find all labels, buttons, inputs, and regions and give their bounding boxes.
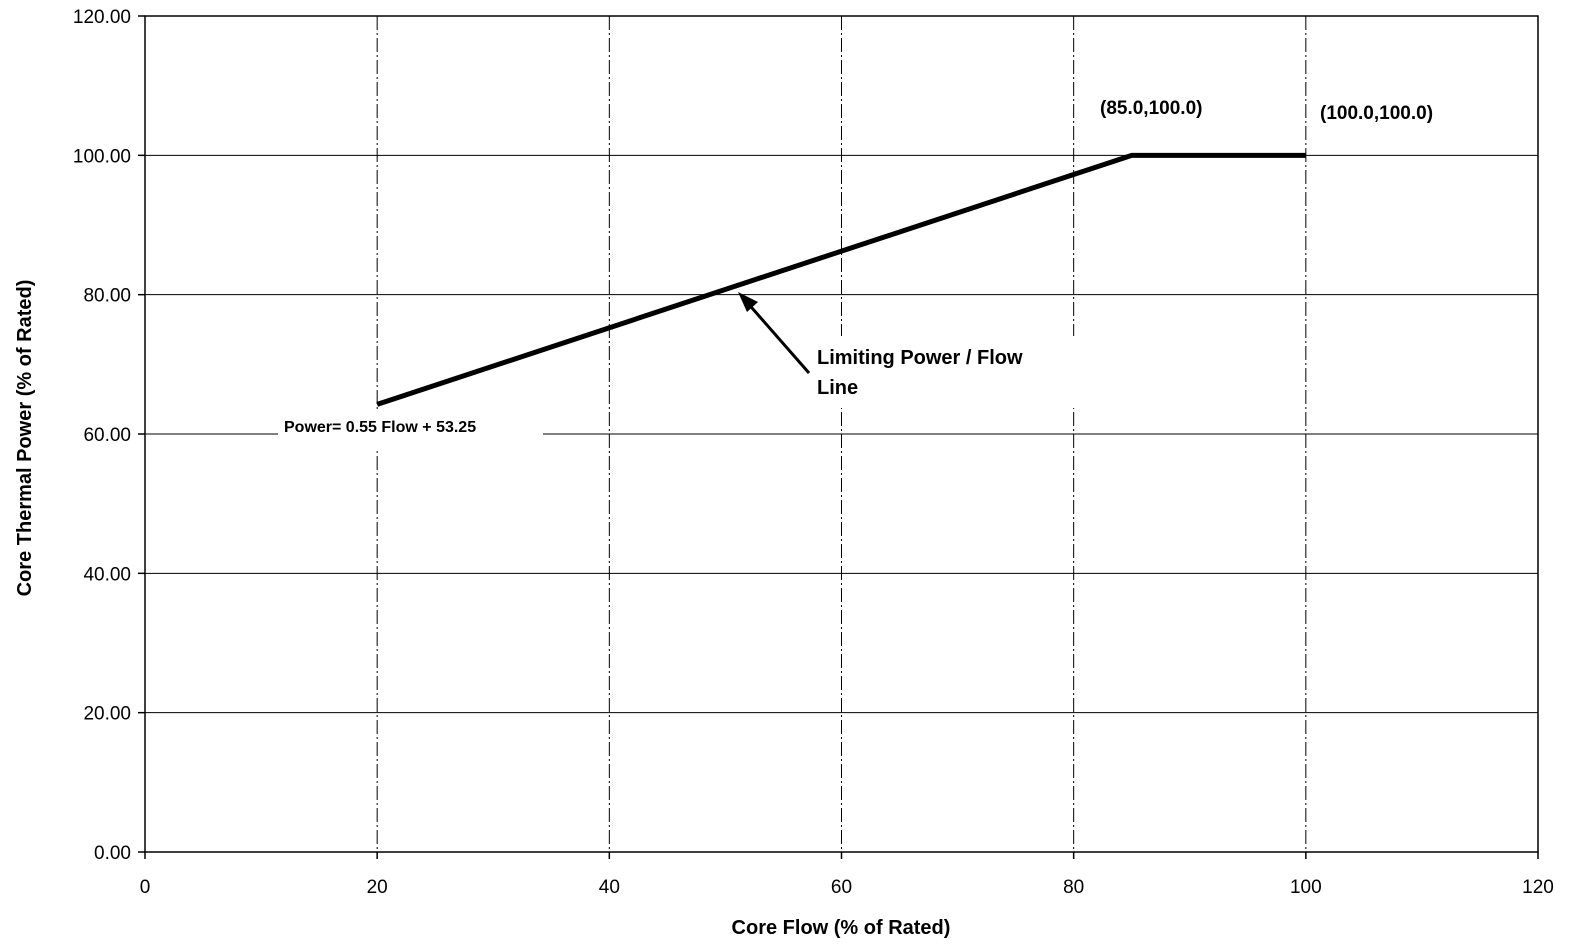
x-tick-label-0: 0 (140, 877, 151, 898)
x-tick-label-2: 40 (599, 877, 620, 898)
x-tick-label-6: 120 (1522, 877, 1554, 898)
x-tick-label-3: 60 (831, 877, 852, 898)
series-layer (376, 152, 1306, 407)
line-label-line-1: Limiting Power / Flow (817, 347, 1023, 369)
annotation-arrow-head (738, 292, 758, 312)
y-tick-label-5: 100.00 (73, 146, 131, 167)
y-tick-label-6: 120.00 (73, 7, 131, 28)
y-tick-label-3: 60.00 (83, 425, 131, 446)
equation-label-bg (278, 412, 543, 448)
line-label-line-2: Line (817, 377, 858, 399)
line-label-bg (806, 336, 1088, 408)
x-tick-label-5: 100 (1290, 877, 1322, 898)
point-label-85: (85.0,100.0) (1100, 98, 1202, 119)
x-axis-ticks: 0 20 40 60 80 100 120 (140, 852, 1554, 898)
annotation-arrow-shaft (743, 299, 811, 374)
y-tick-label-0: 0.00 (94, 843, 131, 864)
y-axis-label: Core Thermal Power (% of Rated) (14, 280, 36, 597)
y-tick-label-1: 20.00 (83, 704, 131, 725)
x-tick-label-4: 80 (1063, 877, 1084, 898)
x-tick-label-1: 20 (367, 877, 388, 898)
y-tick-label-2: 40.00 (83, 564, 131, 585)
point-label-100: (100.0,100.0) (1320, 103, 1433, 124)
y-tick-label-4: 80.00 (83, 286, 131, 307)
y-axis-ticks: 0.00 20.00 40.00 60.00 80.00 100.00 120.00 (73, 7, 145, 864)
x-axis-label: Core Flow (% of Rated) (732, 917, 951, 939)
equation-label: Power= 0.55 Flow + 53.25 (284, 419, 476, 436)
